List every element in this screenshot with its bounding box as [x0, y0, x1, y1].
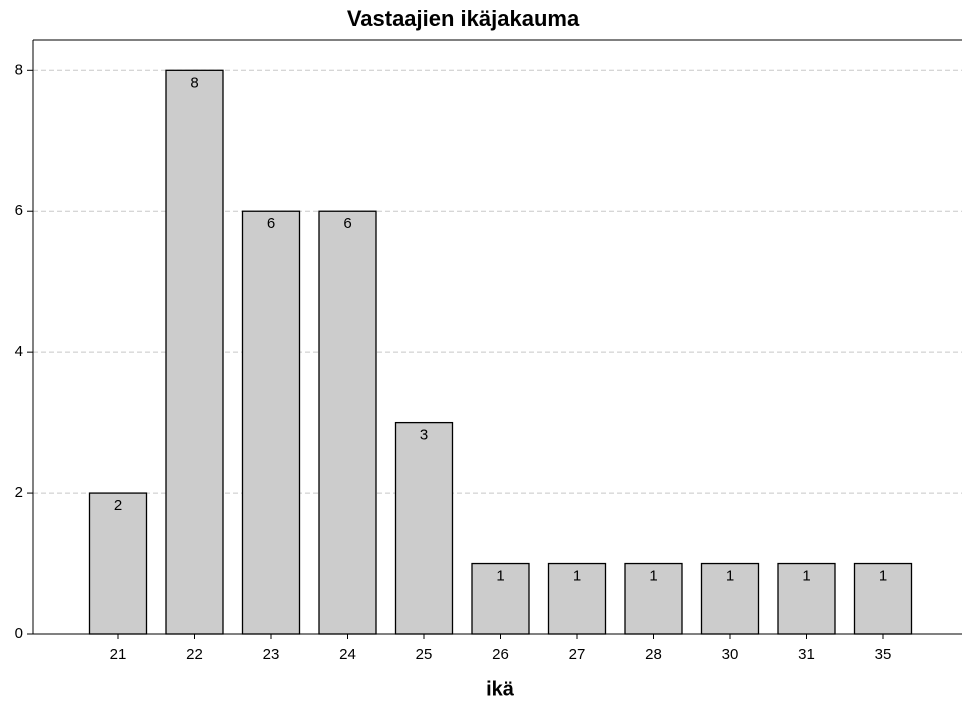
- x-tick-label: 30: [722, 646, 739, 663]
- chart-title: Vastaajien ikäjakauma: [347, 6, 580, 31]
- data-label: 3: [420, 427, 428, 444]
- bar: [394, 421, 454, 635]
- x-tick-label: 31: [798, 646, 815, 663]
- x-tick-label: 21: [110, 646, 127, 663]
- y-tick-label: 4: [15, 343, 23, 360]
- x-tick-label: 27: [569, 646, 586, 663]
- bar: [853, 562, 913, 635]
- y-tick-label: 8: [15, 61, 23, 78]
- bar: [241, 210, 301, 635]
- bar: [318, 210, 377, 635]
- data-label: 1: [573, 568, 581, 585]
- x-tick-label: 22: [186, 646, 203, 663]
- bar: [471, 562, 530, 635]
- x-tick-label: 26: [492, 646, 509, 663]
- data-label: 1: [649, 568, 657, 585]
- bar: [777, 562, 836, 635]
- y-tick-label: 0: [15, 625, 23, 642]
- bar: [624, 562, 683, 635]
- x-tick-label: 25: [416, 646, 433, 663]
- data-label: 1: [802, 568, 810, 585]
- data-label: 1: [726, 568, 734, 585]
- bar: [165, 69, 224, 635]
- data-label: 1: [879, 568, 887, 585]
- data-label: 1: [496, 568, 504, 585]
- data-label: 2: [114, 497, 122, 514]
- y-tick-label: 2: [15, 484, 23, 501]
- x-tick-label: 35: [875, 646, 892, 663]
- bar: [547, 562, 607, 635]
- bar: [700, 562, 760, 635]
- data-label: 6: [267, 215, 275, 232]
- y-tick-label: 6: [15, 202, 23, 219]
- data-label: 8: [190, 74, 198, 91]
- x-tick-label: 24: [339, 646, 356, 663]
- x-tick-label: 28: [645, 646, 662, 663]
- data-label: 6: [343, 215, 351, 232]
- bar: [88, 492, 148, 635]
- x-tick-label: 23: [263, 646, 280, 663]
- x-axis-label: ikä: [486, 678, 515, 700]
